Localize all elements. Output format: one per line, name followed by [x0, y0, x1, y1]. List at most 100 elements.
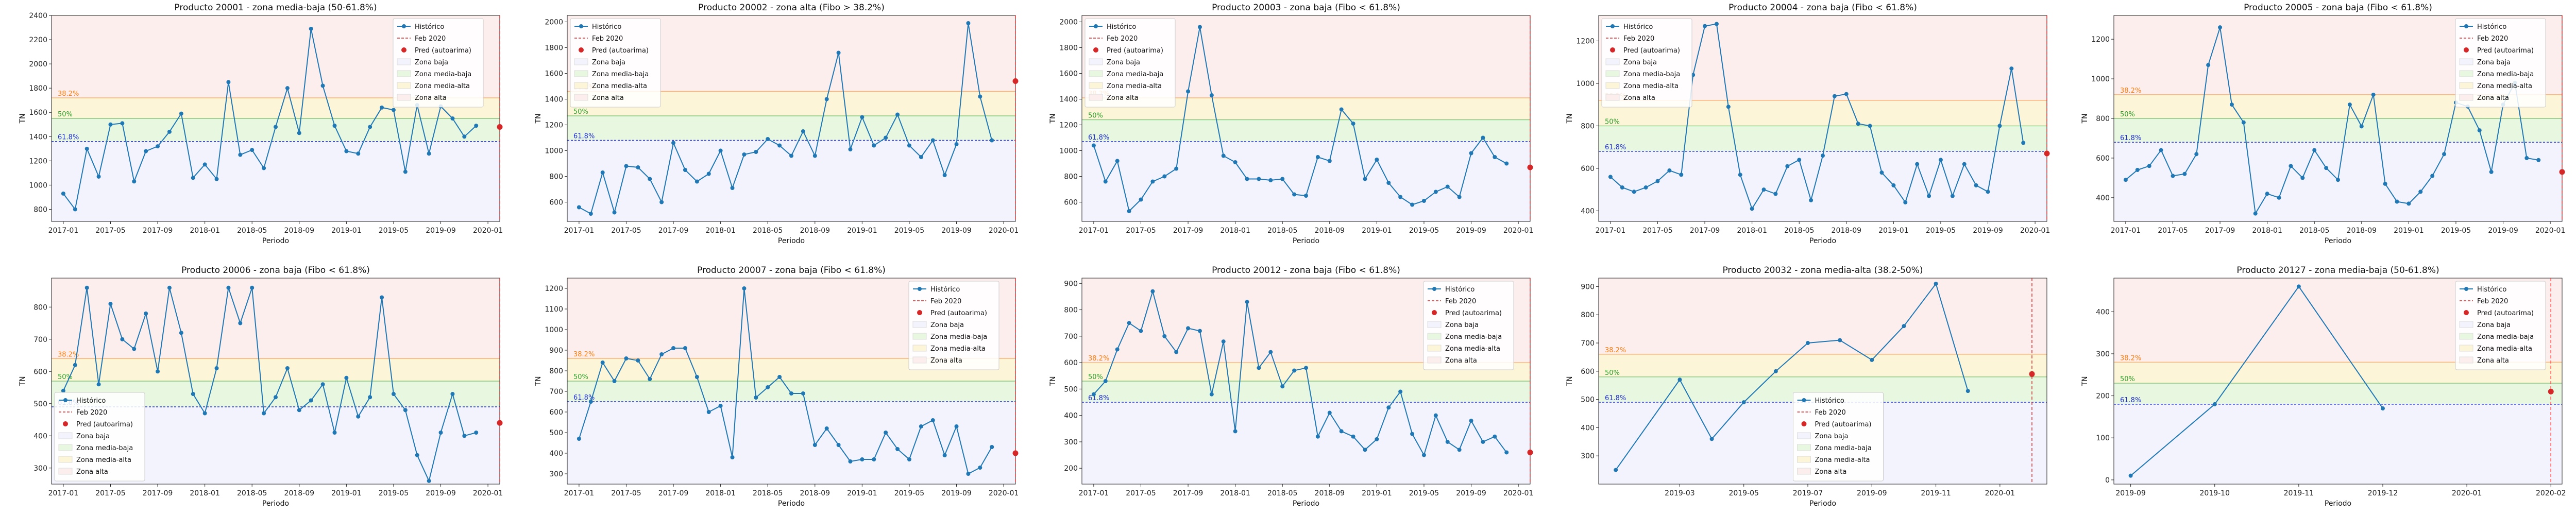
data-point [1410, 202, 1415, 207]
data-point [1292, 192, 1297, 197]
data-point [2128, 473, 2133, 478]
legend-swatch [1611, 24, 1615, 28]
data-point [1844, 92, 1849, 96]
x-tick-label: 2019-09 [1456, 227, 1486, 235]
data-point [2477, 128, 2482, 133]
legend-label: Feb 2020 [2477, 35, 2508, 43]
legend-swatch [2459, 321, 2473, 328]
y-tick-label: 400 [1581, 424, 1595, 432]
data-point [978, 94, 982, 99]
legend-swatch [1801, 421, 1807, 426]
data-point [1233, 160, 1238, 164]
data-point [156, 369, 160, 374]
chart-panel-10: 61.8% 50% 38.2% 0 100 200 300 400 2019-09 2019-10… [2081, 265, 2566, 508]
data-point [1245, 300, 1249, 304]
x-tick-label: 2020-01 [2020, 227, 2050, 235]
legend-swatch [58, 456, 73, 463]
y-tick-label: 1200 [2091, 36, 2110, 44]
x-tick-label: 2019-11 [2284, 489, 2314, 497]
data-point [1797, 158, 1802, 162]
data-point [706, 171, 711, 176]
x-axis-label: Periodo [1293, 500, 1319, 508]
legend-swatch [2464, 24, 2468, 28]
data-point [156, 144, 160, 149]
data-point [1915, 162, 1920, 166]
fib-label: 61.8% [2120, 134, 2141, 142]
legend-box [1793, 392, 1884, 482]
legend-swatch [2464, 47, 2469, 53]
y-tick-label: 1600 [29, 109, 47, 117]
chart-title: Producto 20007 - zona baja (Fibo < 61.8%… [697, 265, 886, 276]
x-tick-label: 2018-09 [1315, 489, 1345, 497]
legend-label: Zona media-baja [592, 71, 649, 78]
zone-media-alta [52, 358, 500, 381]
data-point [2524, 156, 2529, 160]
data-point [990, 445, 994, 449]
chart-title: Producto 20005 - zona baja (Fibo < 61.8%… [2244, 3, 2432, 13]
data-point [332, 124, 337, 128]
x-tick-label: 2019-01 [1878, 227, 1909, 235]
data-point [942, 173, 947, 177]
y-tick-label: 600 [33, 368, 47, 376]
x-tick-label: 2017-05 [611, 227, 641, 235]
y-tick-label: 300 [2096, 350, 2110, 358]
data-point [2536, 158, 2541, 162]
fib-label: 38.2% [1605, 347, 1626, 354]
data-point [1304, 194, 1308, 198]
zone-media-baja [1599, 126, 2047, 151]
y-tick-label: 1600 [1059, 70, 1078, 78]
legend-label: Histórico [1445, 286, 1475, 294]
fib-label: 50% [1088, 373, 1103, 381]
data-point [588, 212, 593, 216]
y-tick-label: 900 [1064, 280, 1078, 288]
legend-swatch [58, 468, 73, 475]
x-tick-label: 2017-01 [564, 489, 595, 497]
data-point [1280, 177, 1285, 181]
historico-line [2125, 27, 2539, 215]
data-point [1457, 448, 1462, 452]
x-tick-label: 2020-01 [473, 227, 503, 235]
zone-baja [567, 140, 1015, 221]
x-tick-label: 2019-11 [1921, 489, 1951, 497]
y-tick-label: 200 [2096, 392, 2110, 401]
data-point [1386, 405, 1391, 410]
data-point [836, 443, 841, 447]
legend-box [908, 281, 999, 370]
historico-line [63, 28, 477, 211]
data-point [450, 116, 455, 121]
legend-swatch [1089, 94, 1103, 101]
legend-label: Feb 2020 [415, 35, 446, 43]
pred-point [497, 124, 503, 130]
x-tick-label: 2020-01 [989, 489, 1019, 497]
y-tick-label: 1800 [545, 44, 563, 53]
zone-baja [1082, 402, 1530, 484]
data-point [2229, 102, 2234, 107]
legend-swatch [579, 47, 584, 53]
y-tick-label: 800 [1064, 173, 1078, 181]
legend-label: Zona media-baja [1815, 444, 1872, 452]
data-point [1327, 410, 1332, 415]
y-tick-label: 1200 [545, 285, 563, 293]
legend-label: Pred (autoarima) [1623, 47, 1680, 55]
data-point [1245, 177, 1249, 181]
y-axis-label: TN [534, 376, 543, 386]
legend-label: Zona media-alta [1107, 82, 1162, 90]
legend-label: Zona media-baja [2477, 71, 2534, 78]
y-tick-label: 1000 [2091, 75, 2110, 83]
x-tick-label: 2017-09 [1173, 489, 1204, 497]
data-point [2296, 284, 2301, 289]
legend-label: Zona media-baja [930, 333, 987, 341]
legend-label: Feb 2020 [2477, 298, 2508, 305]
chart-panel-9: 61.8% 50% 38.2% 300 400 500 600 700 800 900 2019-0… [1566, 265, 2047, 508]
legend-swatch [2459, 94, 2473, 101]
data-point [577, 205, 581, 210]
fib-label: 38.2% [2120, 354, 2141, 362]
data-point [1162, 334, 1167, 338]
x-tick-label: 2019-09 [941, 489, 972, 497]
x-tick-label: 2017-09 [1173, 227, 1204, 235]
legend-swatch [918, 287, 922, 291]
legend-label: Pred (autoarima) [76, 421, 133, 428]
legend-label: Pred (autoarima) [1445, 310, 1502, 317]
data-point [368, 125, 372, 129]
data-point [624, 356, 629, 360]
